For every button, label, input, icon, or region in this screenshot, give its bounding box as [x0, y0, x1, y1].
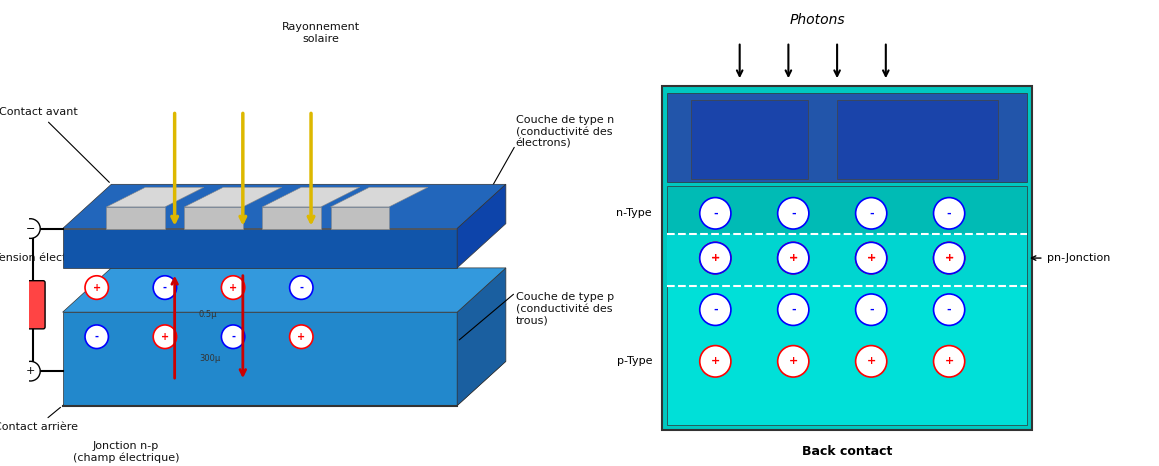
Polygon shape [63, 361, 505, 405]
Circle shape [700, 198, 731, 229]
Text: +: + [710, 253, 720, 263]
Circle shape [221, 276, 245, 299]
Circle shape [778, 294, 809, 325]
Text: Couche de type n
(conductivité des
électrons): Couche de type n (conductivité des élect… [516, 116, 614, 149]
Polygon shape [63, 312, 457, 405]
Text: 300μ: 300μ [199, 354, 220, 363]
Circle shape [700, 346, 731, 377]
Text: +: + [788, 356, 797, 366]
Circle shape [290, 325, 313, 349]
Text: +: + [161, 332, 169, 342]
Text: +: + [710, 356, 720, 366]
FancyBboxPatch shape [662, 86, 1032, 430]
Text: +: + [297, 332, 305, 342]
Text: -: - [713, 305, 717, 315]
Text: -: - [947, 305, 952, 315]
Polygon shape [107, 207, 165, 228]
Polygon shape [63, 228, 457, 268]
Text: +: + [93, 282, 101, 293]
Polygon shape [63, 185, 505, 228]
Circle shape [933, 198, 964, 229]
Polygon shape [262, 207, 321, 228]
FancyBboxPatch shape [27, 281, 45, 329]
Text: +: + [867, 253, 876, 263]
Circle shape [290, 276, 313, 299]
Text: -: - [869, 305, 874, 315]
Text: p-Type: p-Type [617, 356, 653, 366]
Circle shape [700, 242, 731, 274]
Text: -: - [713, 208, 717, 218]
Text: +: + [945, 253, 954, 263]
Circle shape [855, 346, 887, 377]
Text: -: - [790, 208, 795, 218]
Text: -: - [231, 332, 235, 342]
Circle shape [855, 242, 887, 274]
Circle shape [153, 325, 176, 349]
Polygon shape [330, 187, 428, 207]
Polygon shape [63, 268, 505, 312]
Circle shape [21, 361, 41, 381]
FancyBboxPatch shape [666, 234, 1027, 286]
Text: +: + [945, 356, 954, 366]
Circle shape [933, 294, 964, 325]
Text: -: - [299, 282, 304, 293]
Text: −: − [25, 224, 35, 233]
Text: +: + [788, 253, 797, 263]
Circle shape [933, 242, 964, 274]
Text: Couche de type p
(conductivité des
trous): Couche de type p (conductivité des trous… [516, 293, 614, 326]
Text: +: + [867, 356, 876, 366]
FancyBboxPatch shape [691, 100, 808, 179]
Circle shape [933, 346, 964, 377]
Text: Photons: Photons [789, 13, 845, 27]
Circle shape [153, 276, 176, 299]
Text: +: + [710, 253, 720, 263]
Circle shape [778, 198, 809, 229]
Polygon shape [330, 207, 389, 228]
Text: +: + [867, 253, 876, 263]
Polygon shape [107, 187, 204, 207]
FancyBboxPatch shape [666, 186, 1027, 286]
Text: +: + [25, 366, 35, 376]
Polygon shape [184, 187, 282, 207]
Circle shape [933, 242, 964, 274]
Text: Jonction n-p
(champ électrique): Jonction n-p (champ électrique) [73, 441, 180, 463]
Circle shape [855, 242, 887, 274]
Circle shape [855, 198, 887, 229]
Circle shape [778, 346, 809, 377]
Circle shape [221, 325, 245, 349]
FancyBboxPatch shape [837, 100, 998, 179]
FancyBboxPatch shape [666, 93, 1027, 182]
Text: -: - [163, 282, 167, 293]
Text: -: - [790, 305, 795, 315]
Text: +: + [788, 253, 797, 263]
Circle shape [778, 242, 809, 274]
Text: -: - [95, 332, 99, 342]
Text: Back contact: Back contact [802, 445, 892, 458]
Text: +: + [945, 253, 954, 263]
Circle shape [85, 325, 109, 349]
Text: -: - [947, 208, 952, 218]
Text: -: - [869, 208, 874, 218]
Circle shape [700, 294, 731, 325]
Text: Tension électrique: Tension électrique [0, 253, 96, 263]
Circle shape [85, 276, 109, 299]
Text: Contact avant: Contact avant [0, 108, 109, 182]
Circle shape [778, 242, 809, 274]
Circle shape [855, 294, 887, 325]
Circle shape [700, 242, 731, 274]
Text: 0.5μ: 0.5μ [199, 310, 218, 319]
Polygon shape [262, 187, 359, 207]
Text: n-Type: n-Type [617, 208, 653, 218]
Text: Contact arrière: Contact arrière [0, 407, 79, 432]
Polygon shape [184, 207, 243, 228]
FancyBboxPatch shape [666, 284, 1027, 425]
Polygon shape [457, 185, 505, 268]
Circle shape [21, 219, 41, 239]
Text: pn-Jonction: pn-Jonction [1032, 253, 1110, 263]
Text: Rayonnement
solaire: Rayonnement solaire [282, 22, 359, 44]
Text: +: + [229, 282, 238, 293]
Polygon shape [457, 268, 505, 405]
